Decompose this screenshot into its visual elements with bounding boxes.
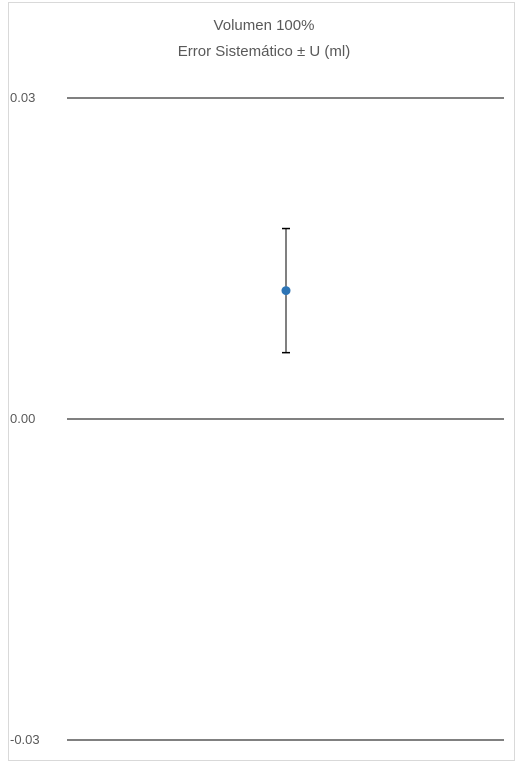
y-tick-label: -0.03 bbox=[10, 732, 40, 747]
y-tick-label: 0.00 bbox=[10, 411, 35, 426]
gridlines bbox=[67, 97, 504, 741]
y-axis-ticks: 0.03 0.00 -0.03 bbox=[10, 90, 40, 747]
data-marks bbox=[281, 227, 291, 354]
chart-title-group: Volumen 100% Error Sistemático ± U (ml) bbox=[178, 17, 350, 60]
chart-title: Volumen 100% bbox=[214, 17, 315, 34]
chart-subtitle: Error Sistemático ± U (ml) bbox=[178, 43, 350, 60]
chart-frame bbox=[8, 2, 515, 761]
data-point bbox=[281, 286, 291, 296]
y-tick-label: 0.03 bbox=[10, 90, 35, 105]
